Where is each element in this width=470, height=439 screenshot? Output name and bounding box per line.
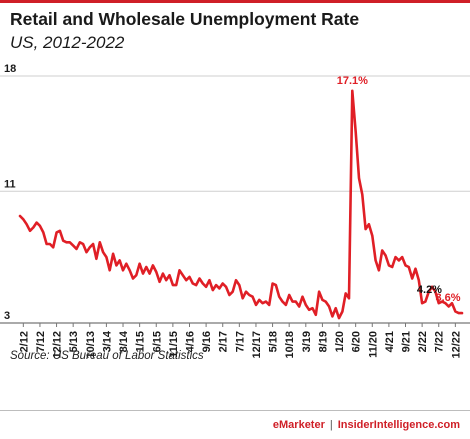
- x-tick-label: 9/21: [401, 331, 413, 352]
- x-tick-label: 11/20: [367, 331, 379, 358]
- x-tick-label: 8/19: [317, 331, 329, 352]
- x-tick-label: 5/13: [68, 331, 80, 352]
- annotations: 17.1% 4.2%3.6%: [337, 75, 461, 304]
- chart-title: Retail and Wholesale Unemployment Rate: [10, 9, 360, 29]
- x-tick-label: 11/15: [168, 331, 180, 358]
- x-tick-label: 7/22: [434, 331, 446, 352]
- x-tick-label: 7/12: [35, 331, 47, 352]
- footer-credit: eMarketer | InsiderIntelligence.com: [273, 419, 460, 431]
- x-tick-label: 12/12: [52, 331, 64, 359]
- y-tick-label: 3: [4, 310, 10, 322]
- x-tick-label: 4/16: [184, 331, 196, 352]
- x-tick-label: 9/16: [201, 331, 213, 352]
- gridlines: [0, 75, 470, 324]
- source-note: Source: US Bureau of Labor Statistics: [10, 350, 204, 362]
- x-tick-label: 12/22: [450, 331, 462, 359]
- x-tick-label: 12/17: [251, 331, 263, 359]
- x-tick-label: 1/20: [334, 331, 346, 352]
- line-chart: 3 11 18 2/12 7/12 12/12 5/13 10/13 3/14 8/14 1/15…: [0, 63, 470, 359]
- y-tick-label: 18: [4, 63, 16, 75]
- x-tick-label: 3/14: [101, 330, 113, 352]
- series-layer: [18, 89, 464, 320]
- x-axis-ticks: 2/12 7/12 12/12 5/13 10/13 3/14 8/14 1/15 6/15 11…: [18, 323, 462, 359]
- x-tick-label: 1/15: [135, 331, 147, 352]
- annotation-label: 3.6%: [435, 292, 460, 304]
- x-tick-label: 2/12: [18, 331, 30, 352]
- x-tick-label: 2/17: [218, 331, 230, 352]
- footer-divider: [0, 410, 470, 411]
- x-tick-label: 3/19: [301, 331, 313, 352]
- x-tick-label: 4/21: [384, 331, 396, 352]
- x-tick-label: 6/15: [151, 331, 163, 352]
- series-line-unemployment-rate: [18, 89, 464, 320]
- x-tick-label: 6/20: [351, 331, 363, 352]
- x-tick-label: 7/17: [234, 331, 246, 352]
- footer-separator: |: [329, 419, 333, 431]
- y-tick-label: 11: [4, 178, 16, 190]
- site-link[interactable]: InsiderIntelligence.com: [337, 419, 460, 431]
- x-tick-label: 5/18: [268, 331, 280, 352]
- chart-subtitle: US, 2012-2022: [10, 33, 125, 52]
- x-tick-label: 10/13: [85, 331, 97, 359]
- annotation-label: 4.2%: [417, 284, 442, 296]
- x-tick-label: 8/14: [118, 330, 130, 352]
- top-accent-rule: [0, 0, 470, 3]
- y-axis-ticks: 3 11 18: [4, 63, 16, 322]
- brand-name: eMarketer: [272, 419, 325, 431]
- annotation-label: 17.1%: [337, 75, 368, 87]
- x-tick-label: 10/18: [284, 331, 296, 359]
- x-tick-label: 2/22: [417, 331, 429, 352]
